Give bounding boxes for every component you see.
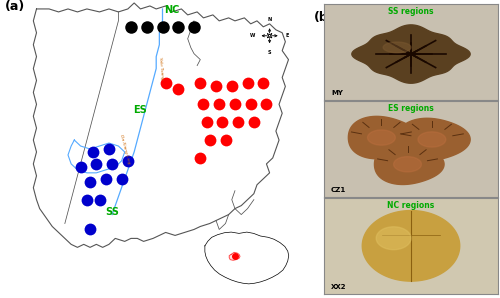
Text: N: N: [268, 17, 272, 22]
Polygon shape: [368, 130, 396, 145]
Text: ES regions: ES regions: [388, 104, 434, 113]
Polygon shape: [397, 118, 470, 161]
Text: (b): (b): [314, 11, 334, 24]
Polygon shape: [376, 227, 411, 250]
Polygon shape: [418, 132, 446, 147]
Text: (a): (a): [5, 0, 25, 13]
Polygon shape: [348, 116, 418, 159]
Text: Da Xiang Ling: Da Xiang Ling: [119, 134, 130, 164]
Text: SS: SS: [105, 207, 119, 217]
Polygon shape: [383, 42, 411, 53]
Text: MY: MY: [331, 90, 343, 96]
Text: NC: NC: [164, 5, 180, 15]
Text: S: S: [268, 50, 272, 55]
Polygon shape: [362, 211, 460, 281]
Text: XX2: XX2: [331, 284, 346, 290]
Text: Yalo Tsang: Yalo Tsang: [158, 57, 164, 80]
Text: SS regions: SS regions: [388, 7, 434, 16]
Polygon shape: [394, 157, 421, 172]
Polygon shape: [374, 144, 444, 184]
Text: W: W: [250, 33, 255, 38]
Text: E: E: [285, 33, 288, 38]
Text: NC regions: NC regions: [388, 201, 434, 210]
Text: CZ1: CZ1: [331, 187, 346, 193]
Polygon shape: [352, 25, 470, 83]
Text: ES: ES: [134, 105, 147, 115]
Polygon shape: [229, 252, 240, 260]
